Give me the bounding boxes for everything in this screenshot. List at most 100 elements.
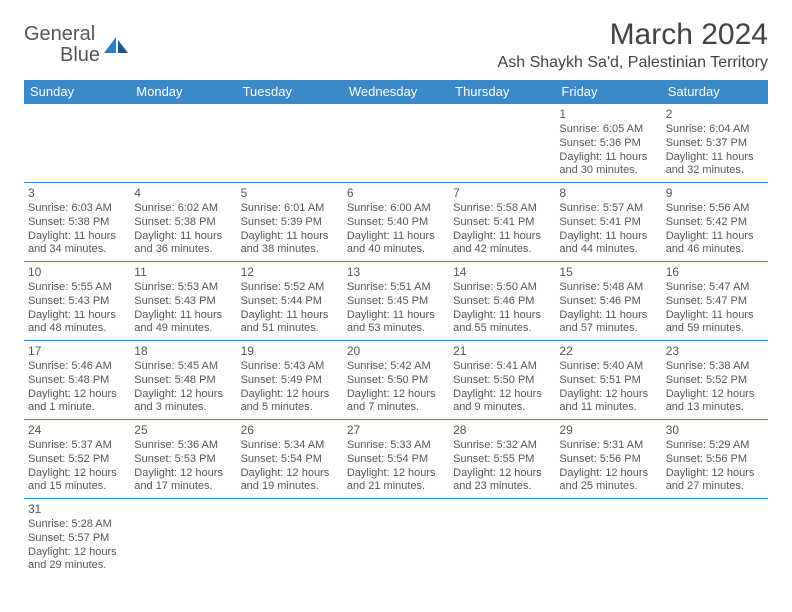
day-number: 21: [453, 344, 551, 359]
daylight-text: Daylight: 11 hours and 51 minutes.: [241, 309, 339, 337]
logo: General Blue: [24, 18, 130, 66]
calendar-day-cell: 17Sunrise: 5:46 AMSunset: 5:48 PMDayligh…: [24, 341, 130, 420]
sunrise-text: Sunrise: 6:03 AM: [28, 202, 126, 216]
day-header: Sunday: [24, 80, 130, 104]
calendar-day-cell: 29Sunrise: 5:31 AMSunset: 5:56 PMDayligh…: [555, 420, 661, 499]
sunrise-text: Sunrise: 5:51 AM: [347, 281, 445, 295]
month-title: March 2024: [498, 18, 768, 52]
sunrise-text: Sunrise: 5:29 AM: [666, 439, 764, 453]
calendar-day-cell: 3Sunrise: 6:03 AMSunset: 5:38 PMDaylight…: [24, 183, 130, 262]
daylight-text: Daylight: 12 hours and 13 minutes.: [666, 388, 764, 416]
daylight-text: Daylight: 11 hours and 40 minutes.: [347, 230, 445, 258]
day-number: 13: [347, 265, 445, 280]
sunrise-text: Sunrise: 5:50 AM: [453, 281, 551, 295]
calendar-day-cell: 24Sunrise: 5:37 AMSunset: 5:52 PMDayligh…: [24, 420, 130, 499]
calendar-day-cell: [237, 499, 343, 578]
sunrise-text: Sunrise: 5:36 AM: [134, 439, 232, 453]
calendar-day-cell: 31Sunrise: 5:28 AMSunset: 5:57 PMDayligh…: [24, 499, 130, 578]
day-number: 12: [241, 265, 339, 280]
calendar-day-cell: 16Sunrise: 5:47 AMSunset: 5:47 PMDayligh…: [662, 262, 768, 341]
calendar-day-cell: [237, 104, 343, 183]
day-number: 4: [134, 186, 232, 201]
sunset-text: Sunset: 5:46 PM: [559, 295, 657, 309]
day-number: 2: [666, 107, 764, 122]
calendar-day-cell: 9Sunrise: 5:56 AMSunset: 5:42 PMDaylight…: [662, 183, 768, 262]
day-number: 23: [666, 344, 764, 359]
sunrise-text: Sunrise: 5:32 AM: [453, 439, 551, 453]
daylight-text: Daylight: 11 hours and 42 minutes.: [453, 230, 551, 258]
sunset-text: Sunset: 5:43 PM: [28, 295, 126, 309]
sunset-text: Sunset: 5:57 PM: [28, 532, 126, 546]
sunset-text: Sunset: 5:44 PM: [241, 295, 339, 309]
day-number: 10: [28, 265, 126, 280]
calendar-week-row: 31Sunrise: 5:28 AMSunset: 5:57 PMDayligh…: [24, 499, 768, 578]
sunset-text: Sunset: 5:50 PM: [453, 374, 551, 388]
sunset-text: Sunset: 5:52 PM: [28, 453, 126, 467]
day-number: 18: [134, 344, 232, 359]
day-number: 9: [666, 186, 764, 201]
daylight-text: Daylight: 11 hours and 57 minutes.: [559, 309, 657, 337]
daylight-text: Daylight: 12 hours and 9 minutes.: [453, 388, 551, 416]
day-header: Monday: [130, 80, 236, 104]
day-number: 14: [453, 265, 551, 280]
calendar-day-cell: 1Sunrise: 6:05 AMSunset: 5:36 PMDaylight…: [555, 104, 661, 183]
daylight-text: Daylight: 12 hours and 27 minutes.: [666, 467, 764, 495]
day-number: 31: [28, 502, 126, 517]
daylight-text: Daylight: 12 hours and 29 minutes.: [28, 546, 126, 574]
daylight-text: Daylight: 11 hours and 53 minutes.: [347, 309, 445, 337]
sunset-text: Sunset: 5:49 PM: [241, 374, 339, 388]
day-number: 28: [453, 423, 551, 438]
calendar-day-cell: 13Sunrise: 5:51 AMSunset: 5:45 PMDayligh…: [343, 262, 449, 341]
daylight-text: Daylight: 11 hours and 55 minutes.: [453, 309, 551, 337]
calendar-week-row: 17Sunrise: 5:46 AMSunset: 5:48 PMDayligh…: [24, 341, 768, 420]
day-number: 20: [347, 344, 445, 359]
daylight-text: Daylight: 12 hours and 21 minutes.: [347, 467, 445, 495]
day-number: 24: [28, 423, 126, 438]
sunrise-text: Sunrise: 5:45 AM: [134, 360, 232, 374]
sunset-text: Sunset: 5:40 PM: [347, 216, 445, 230]
sunrise-text: Sunrise: 5:33 AM: [347, 439, 445, 453]
sunrise-text: Sunrise: 6:05 AM: [559, 123, 657, 137]
calendar-day-cell: 27Sunrise: 5:33 AMSunset: 5:54 PMDayligh…: [343, 420, 449, 499]
sunrise-text: Sunrise: 5:37 AM: [28, 439, 126, 453]
day-number: 5: [241, 186, 339, 201]
day-number: 15: [559, 265, 657, 280]
daylight-text: Daylight: 12 hours and 1 minute.: [28, 388, 126, 416]
sunrise-text: Sunrise: 5:38 AM: [666, 360, 764, 374]
sunrise-text: Sunrise: 5:58 AM: [453, 202, 551, 216]
day-number: 7: [453, 186, 551, 201]
day-number: 6: [347, 186, 445, 201]
daylight-text: Daylight: 11 hours and 44 minutes.: [559, 230, 657, 258]
sunset-text: Sunset: 5:37 PM: [666, 137, 764, 151]
calendar-table: SundayMondayTuesdayWednesdayThursdayFrid…: [24, 80, 768, 577]
calendar-day-cell: 30Sunrise: 5:29 AMSunset: 5:56 PMDayligh…: [662, 420, 768, 499]
day-header: Wednesday: [343, 80, 449, 104]
calendar-day-cell: 26Sunrise: 5:34 AMSunset: 5:54 PMDayligh…: [237, 420, 343, 499]
sunrise-text: Sunrise: 5:53 AM: [134, 281, 232, 295]
calendar-day-cell: [24, 104, 130, 183]
calendar-body: 1Sunrise: 6:05 AMSunset: 5:36 PMDaylight…: [24, 104, 768, 578]
sunrise-text: Sunrise: 5:31 AM: [559, 439, 657, 453]
calendar-day-cell: [449, 104, 555, 183]
calendar-day-cell: 14Sunrise: 5:50 AMSunset: 5:46 PMDayligh…: [449, 262, 555, 341]
sunset-text: Sunset: 5:36 PM: [559, 137, 657, 151]
day-number: 25: [134, 423, 232, 438]
sunset-text: Sunset: 5:51 PM: [559, 374, 657, 388]
sunset-text: Sunset: 5:52 PM: [666, 374, 764, 388]
sunset-text: Sunset: 5:39 PM: [241, 216, 339, 230]
sunrise-text: Sunrise: 6:00 AM: [347, 202, 445, 216]
daylight-text: Daylight: 11 hours and 30 minutes.: [559, 151, 657, 179]
calendar-day-cell: 19Sunrise: 5:43 AMSunset: 5:49 PMDayligh…: [237, 341, 343, 420]
calendar-day-cell: 12Sunrise: 5:52 AMSunset: 5:44 PMDayligh…: [237, 262, 343, 341]
calendar-day-cell: 4Sunrise: 6:02 AMSunset: 5:38 PMDaylight…: [130, 183, 236, 262]
sunrise-text: Sunrise: 5:47 AM: [666, 281, 764, 295]
daylight-text: Daylight: 12 hours and 19 minutes.: [241, 467, 339, 495]
day-header: Saturday: [662, 80, 768, 104]
calendar-day-cell: 18Sunrise: 5:45 AMSunset: 5:48 PMDayligh…: [130, 341, 236, 420]
daylight-text: Daylight: 12 hours and 15 minutes.: [28, 467, 126, 495]
sunset-text: Sunset: 5:48 PM: [28, 374, 126, 388]
day-number: 1: [559, 107, 657, 122]
day-number: 22: [559, 344, 657, 359]
sunset-text: Sunset: 5:45 PM: [347, 295, 445, 309]
logo-text: General Blue: [24, 24, 100, 66]
